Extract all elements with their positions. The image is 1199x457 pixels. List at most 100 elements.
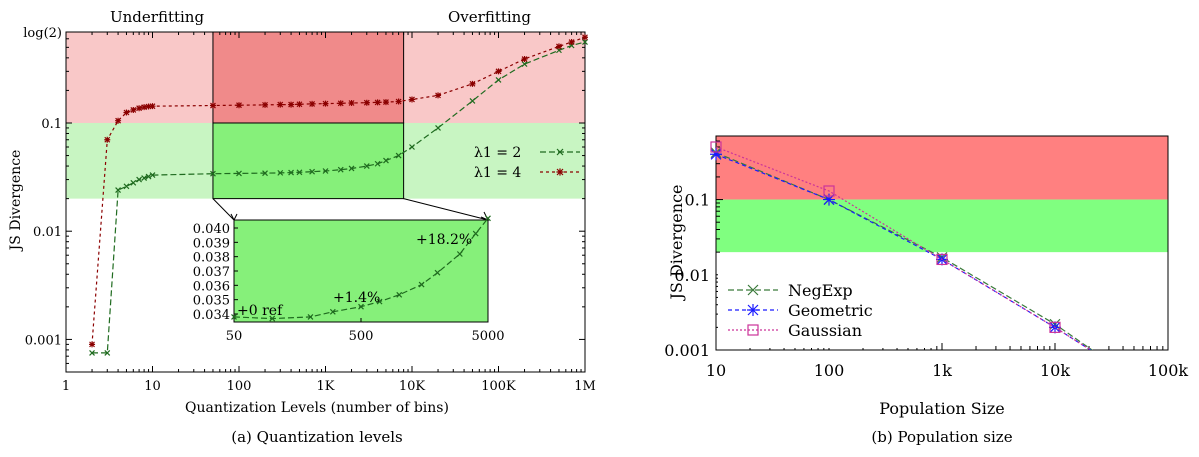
a-point-s0-12	[277, 169, 284, 176]
a-point-s0-19	[363, 163, 370, 169]
a-point-s1-3	[123, 109, 130, 116]
a-point-s0-10	[236, 170, 242, 177]
a-inset-annot-1: +1.4%	[333, 290, 380, 306]
a-point-s0-16	[322, 168, 329, 174]
a-xtick-label-5: 100K	[481, 379, 516, 394]
a-inset-xtick-label-1: 500	[349, 329, 374, 344]
a-point-s0-20	[374, 160, 381, 167]
b-band-0	[716, 136, 1168, 200]
a-point-s0-1	[104, 350, 111, 356]
a-axes: 1 10 100 1K 10K 100K 1M 0.001 0.01 0.1 log(2)	[23, 26, 596, 394]
a-inset-annot-0: +0 ref	[237, 303, 284, 319]
a-xtick-label-2: 100	[227, 379, 252, 394]
a-point-s1-22	[395, 98, 402, 105]
a-xtick-label-1: 10	[144, 379, 161, 394]
a-xtick-label-6: 1M	[574, 379, 596, 394]
a-inset-frame	[233, 219, 489, 323]
a-point-s0-5	[136, 176, 143, 183]
a-inset-point-0	[231, 313, 237, 320]
a-point-s1-2	[115, 117, 122, 124]
a-inset-point-5	[376, 298, 383, 305]
a-point-s1-12	[277, 101, 284, 108]
b-xtick-label-2: 1k	[932, 361, 952, 380]
b-band-1	[716, 199, 1168, 253]
a-inset-annot-2: +18.2%	[416, 232, 472, 248]
a-point-s1-7	[145, 103, 152, 110]
a-point-s0-21	[383, 157, 389, 164]
a-inset-point-9	[456, 251, 463, 257]
a-point-s1-16	[322, 100, 329, 107]
a-inset-point-8	[434, 269, 441, 276]
b-bands	[716, 136, 1168, 253]
a-point-s0-11	[262, 170, 268, 177]
b-series-line-2	[716, 146, 1092, 350]
b-point-s2-0	[710, 141, 722, 153]
b-xtick-label-4: 100k	[1148, 361, 1189, 380]
a-point-s1-13	[288, 101, 295, 108]
a-inset-point-7	[418, 281, 425, 288]
a-point-s1-25	[469, 80, 476, 87]
a-ytick-label-1: 0.01	[33, 225, 62, 240]
panel-b: 10 100 1k 10k 100k 0.001 0.01 0.1 NegExpGeometr…	[664, 135, 1189, 446]
a-point-s0-7	[145, 173, 152, 180]
b-series-line-1	[716, 153, 1092, 350]
b-legend-marker-2	[747, 324, 759, 336]
b-ytick-label-1: 0.01	[674, 266, 710, 285]
a-band-3	[212, 122, 405, 200]
a-inset-point-10	[472, 230, 479, 237]
a-inset-point-3	[329, 308, 336, 315]
a-point-s1-15	[309, 100, 316, 107]
a-series	[89, 34, 588, 356]
a-ytick-label-3: log(2)	[23, 26, 62, 41]
a-point-s1-8	[149, 103, 156, 110]
a-inset-ytick-label-5: 0.035	[193, 294, 230, 309]
b-point-s1-0	[710, 148, 722, 161]
b-point-s2-3	[1049, 321, 1061, 333]
a-point-s0-4	[130, 179, 137, 186]
a-inset-leader-right	[403, 198, 489, 221]
a-region-right: Overfitting	[448, 8, 531, 26]
a-point-s1-11	[262, 101, 269, 108]
a-point-s1-29	[568, 39, 575, 46]
a-inset-xtick-label-0: 50	[226, 329, 243, 344]
a-inset-point-1	[269, 315, 276, 322]
a-point-s0-14	[296, 169, 303, 176]
a-point-s1-26	[495, 68, 502, 75]
a-legend-marker-1	[556, 168, 564, 176]
a-point-s1-14	[296, 101, 303, 108]
a-inset-ytick-label-3: 0.037	[193, 265, 230, 280]
a-point-s1-9	[209, 102, 216, 109]
a-point-s1-20	[374, 99, 381, 106]
a-point-s1-1	[104, 136, 111, 143]
a-point-s0-8	[149, 172, 156, 179]
a-inset-arrow-left	[230, 213, 238, 222]
a-point-s0-22	[395, 152, 402, 159]
b-legend-label-1: Geometric	[788, 301, 873, 320]
a-point-s1-0	[89, 341, 96, 348]
a-ytick-label-0: 0.001	[25, 333, 62, 348]
a-ylabel: JS Divergence	[8, 150, 24, 253]
a-inset-line	[233, 217, 489, 320]
b-ytick-label-2: 0.1	[685, 191, 710, 210]
a-bands	[66, 31, 585, 200]
b-xtick-label-3: 10k	[1040, 361, 1070, 380]
a-ytick-label-2: 0.1	[41, 117, 62, 132]
a-inset-ytick-label-0: 0.040	[193, 222, 230, 237]
b-legend-marker-1	[747, 304, 759, 316]
a-point-s1-23	[409, 96, 415, 103]
a-point-s0-13	[288, 169, 295, 176]
a-inset-ytick-label-2: 0.038	[193, 251, 230, 266]
b-xtick-label-0: 10	[706, 361, 726, 380]
a-point-s0-23	[409, 144, 415, 150]
a-inset-point-2	[307, 313, 314, 320]
a-point-s1-27	[521, 56, 528, 63]
b-axes: 10 100 1k 10k 100k 0.001 0.01 0.1	[664, 135, 1189, 380]
a-band-2	[212, 31, 405, 124]
a-inset-ytick-label-4: 0.036	[193, 279, 230, 294]
a-legend-marker-0	[556, 148, 564, 156]
a-xtick-label-0: 1	[62, 379, 70, 394]
a-inset-ytick-label-6: 0.034	[193, 308, 230, 323]
